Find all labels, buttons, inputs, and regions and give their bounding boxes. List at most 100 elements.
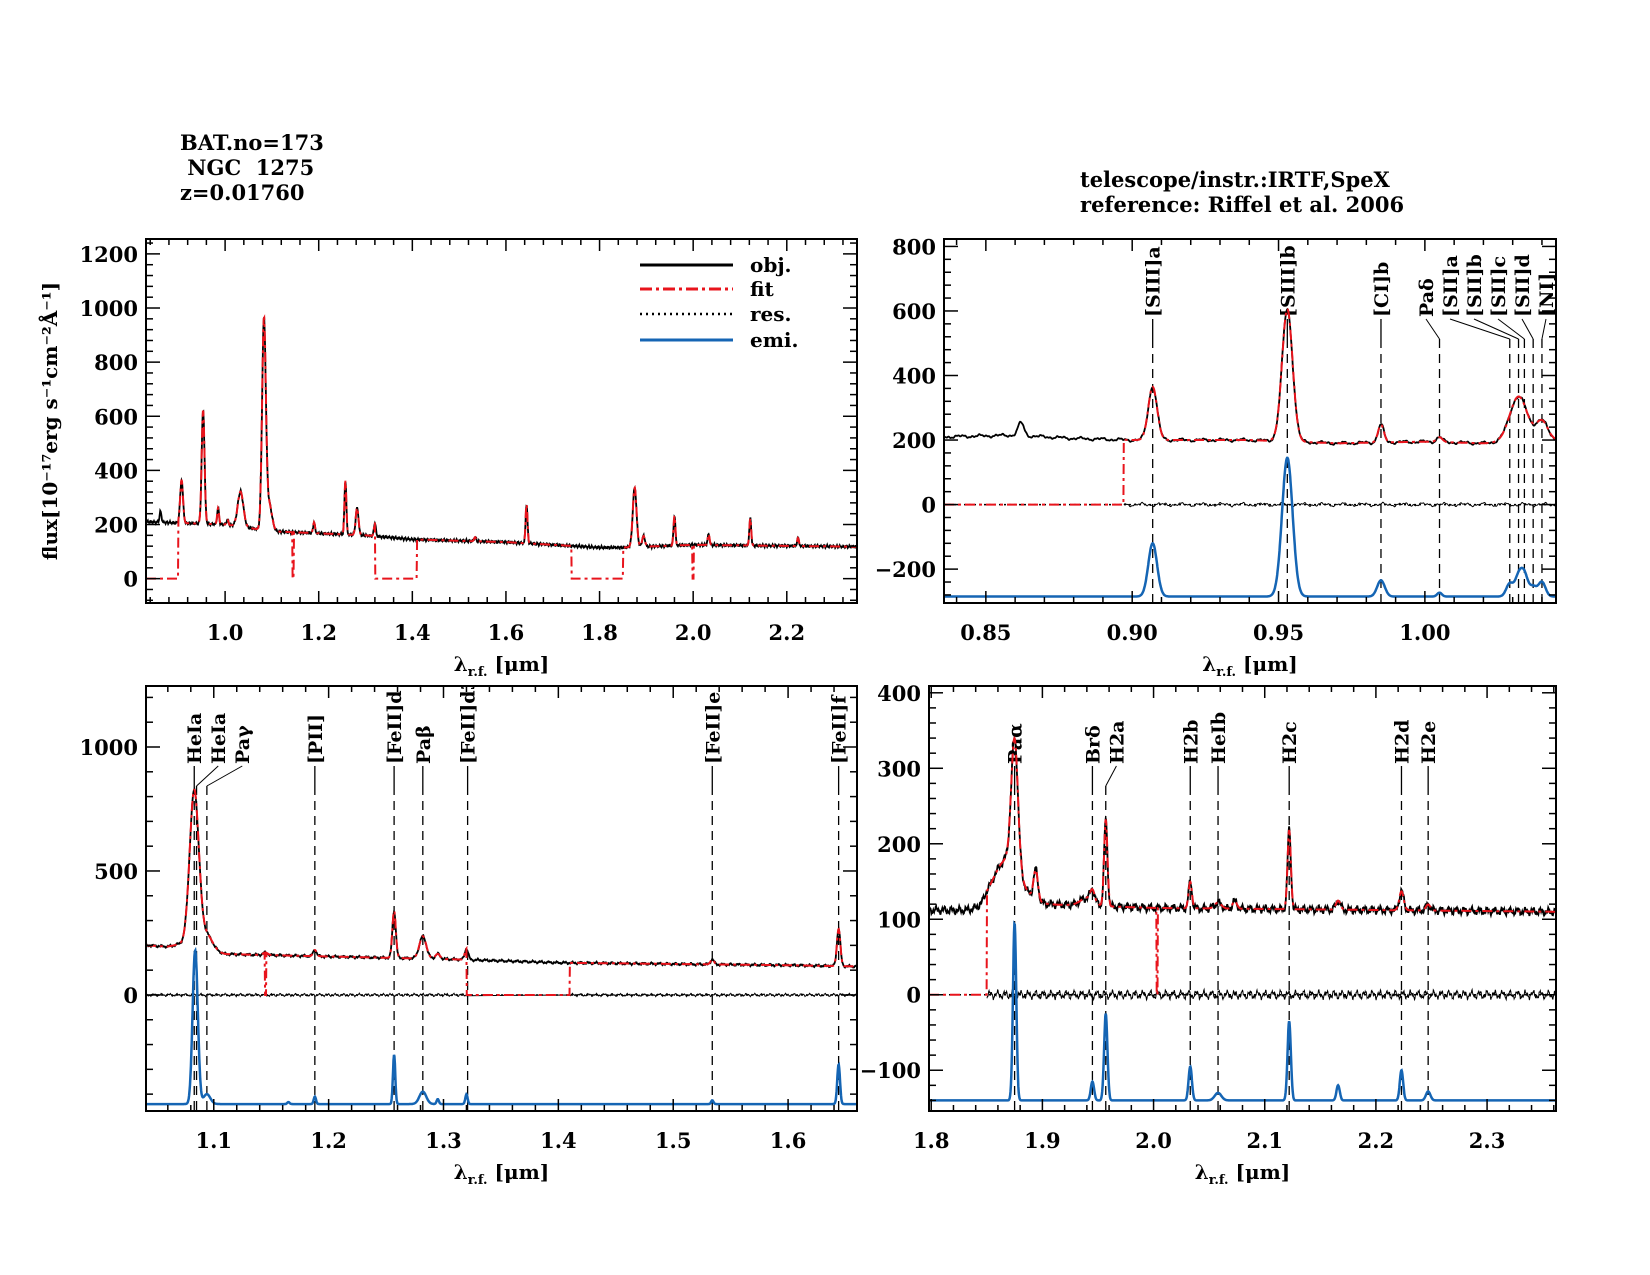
line-marker-label: H2b [1180, 720, 1202, 764]
line-marker-label: [PII] [305, 714, 327, 764]
line-marker-leader [1497, 318, 1525, 340]
plot-area: [SIII]a [SIII]b [CI]b Paδ [SII]a [SII]b [SII]c… [944, 245, 1556, 603]
line-marker-leader [1521, 318, 1534, 340]
y-tick-label: 500 [94, 859, 138, 884]
y-tick-label: 200 [892, 428, 936, 453]
fit-spectrum [929, 736, 1556, 996]
x-tick-label: 1.8 [581, 620, 618, 645]
header-left: BAT.no=173 NGC 1275 z=0.01760 [180, 130, 324, 205]
panel-zoom-1.05-1.66: HeIa HeIa Paγ [PII] [FeII]d Paβ [FeII]d3 [FeII]… [80, 685, 858, 1188]
line-marker-label: [SII]d [1512, 254, 1534, 317]
legend-label-fit: fit [750, 277, 775, 301]
x-tick-label: 2.0 [1135, 1128, 1172, 1153]
y-tick-label: 100 [877, 907, 921, 932]
line-marker-leader [1473, 318, 1519, 340]
x-tick-label: 2.3 [1469, 1128, 1506, 1153]
legend-label-emi: emi. [750, 328, 798, 352]
x-tick-label: 1.3 [425, 1128, 462, 1153]
x-label-subscript: r.f. [1216, 665, 1236, 680]
line-marker-label: [CI]b [1371, 262, 1393, 317]
x-tick-label: 0.95 [1253, 620, 1304, 645]
x-tick-label: 1.2 [300, 620, 337, 645]
line-marker-label: [SII]b [1464, 254, 1486, 317]
x-label-symbol: λ [1202, 652, 1216, 676]
x-tick-label: 1.8 [913, 1128, 950, 1153]
x-axis-label: λr.f. [μm] [454, 652, 550, 680]
y-tick-label: 1200 [80, 242, 138, 267]
x-tick-label: 1.0 [207, 620, 244, 645]
x-tick-label: 2.2 [769, 620, 806, 645]
y-tick-label: 600 [892, 299, 936, 324]
header-telescope: telescope/instr.:IRTF,SpeX [1080, 167, 1391, 192]
x-label-symbol: λ [1195, 1160, 1209, 1184]
x-axis-label: λr.f. [μm] [1195, 1160, 1291, 1188]
x-tick-label: 1.5 [655, 1128, 692, 1153]
legend-label-obj: obj. [750, 253, 792, 277]
emission-components [944, 456, 1556, 598]
legend-label-res: res. [750, 302, 791, 326]
y-tick-label: 300 [877, 756, 921, 781]
line-marker-leader [196, 765, 219, 787]
x-tick-label: 1.2 [310, 1128, 347, 1153]
line-marker-label: HeIa [208, 713, 230, 764]
fit-spectrum [146, 314, 857, 580]
x-tick-label: 1.4 [540, 1128, 577, 1153]
line-marker-leader [1541, 318, 1547, 340]
object-spectrum [944, 307, 1556, 446]
axes-frame [145, 238, 858, 604]
y-tick-label: 0 [921, 493, 936, 518]
x-label-unit: [μm] [1236, 652, 1298, 676]
x-axis-label: λr.f. [μm] [454, 1160, 550, 1188]
line-marker-label: [SIII]b [1277, 245, 1299, 317]
y-tick-label: 1000 [80, 296, 138, 321]
y-axis-label: flux[10⁻¹⁷erg s⁻¹cm⁻²Å⁻¹] [38, 282, 62, 560]
line-marker-label: Paγ [232, 725, 254, 764]
header-object-name: NGC 1275 [180, 155, 314, 180]
x-label-unit: [μm] [488, 1160, 550, 1184]
line-marker-label: H2c [1279, 721, 1301, 764]
y-tick-label: 200 [94, 513, 138, 538]
line-marker-label: H2e [1418, 721, 1440, 764]
x-tick-label: 1.00 [1399, 620, 1450, 645]
plot-area: Paα Brδ H2a H2b HeIb H2c H2d H2e [929, 712, 1556, 1111]
line-marker-label: [SII]a [1440, 255, 1462, 317]
line-marker-leader [1425, 318, 1440, 340]
x-tick-label: 1.6 [770, 1128, 807, 1153]
line-marker-label: H2a [1106, 721, 1128, 764]
x-tick-label: 2.2 [1358, 1128, 1395, 1153]
line-marker-label: [SII]c [1488, 256, 1510, 317]
line-marker-leader [206, 765, 243, 787]
y-tick-label: 600 [94, 404, 138, 429]
residual-series [1123, 501, 1556, 508]
x-tick-label: 1.4 [394, 620, 431, 645]
header-reference: reference: Riffel et al. 2006 [1080, 192, 1404, 217]
residual-series [986, 987, 1556, 1002]
y-tick-label: 400 [877, 681, 921, 706]
fit-spectrum [944, 308, 1556, 506]
line-marker-label: [FeII]e [702, 692, 724, 764]
line-marker-leader [1449, 318, 1510, 340]
y-tick-label: 0 [123, 983, 138, 1008]
y-tick-label: 200 [877, 832, 921, 857]
header-bat-number: BAT.no=173 [180, 130, 324, 155]
x-label-subscript: r.f. [468, 1173, 488, 1188]
x-tick-label: 1.6 [488, 620, 525, 645]
header-right: telescope/instr.:IRTF,SpeX reference: Ri… [1080, 167, 1404, 217]
y-tick-label: 800 [892, 234, 936, 259]
y-tick-label: 800 [94, 350, 138, 375]
emission-components [929, 920, 1556, 1102]
y-tick-label: 0 [123, 567, 138, 592]
x-tick-label: 1.1 [195, 1128, 232, 1153]
x-label-unit: [μm] [488, 652, 550, 676]
x-tick-label: 2.0 [675, 620, 712, 645]
line-marker-label: HeIa [184, 713, 206, 764]
emission-components [146, 946, 857, 1106]
y-tick-label: 400 [892, 364, 936, 389]
x-label-symbol: λ [454, 652, 468, 676]
x-label-symbol: λ [454, 1160, 468, 1184]
fit-spectrum [146, 788, 857, 996]
object-spectrum [146, 316, 857, 551]
